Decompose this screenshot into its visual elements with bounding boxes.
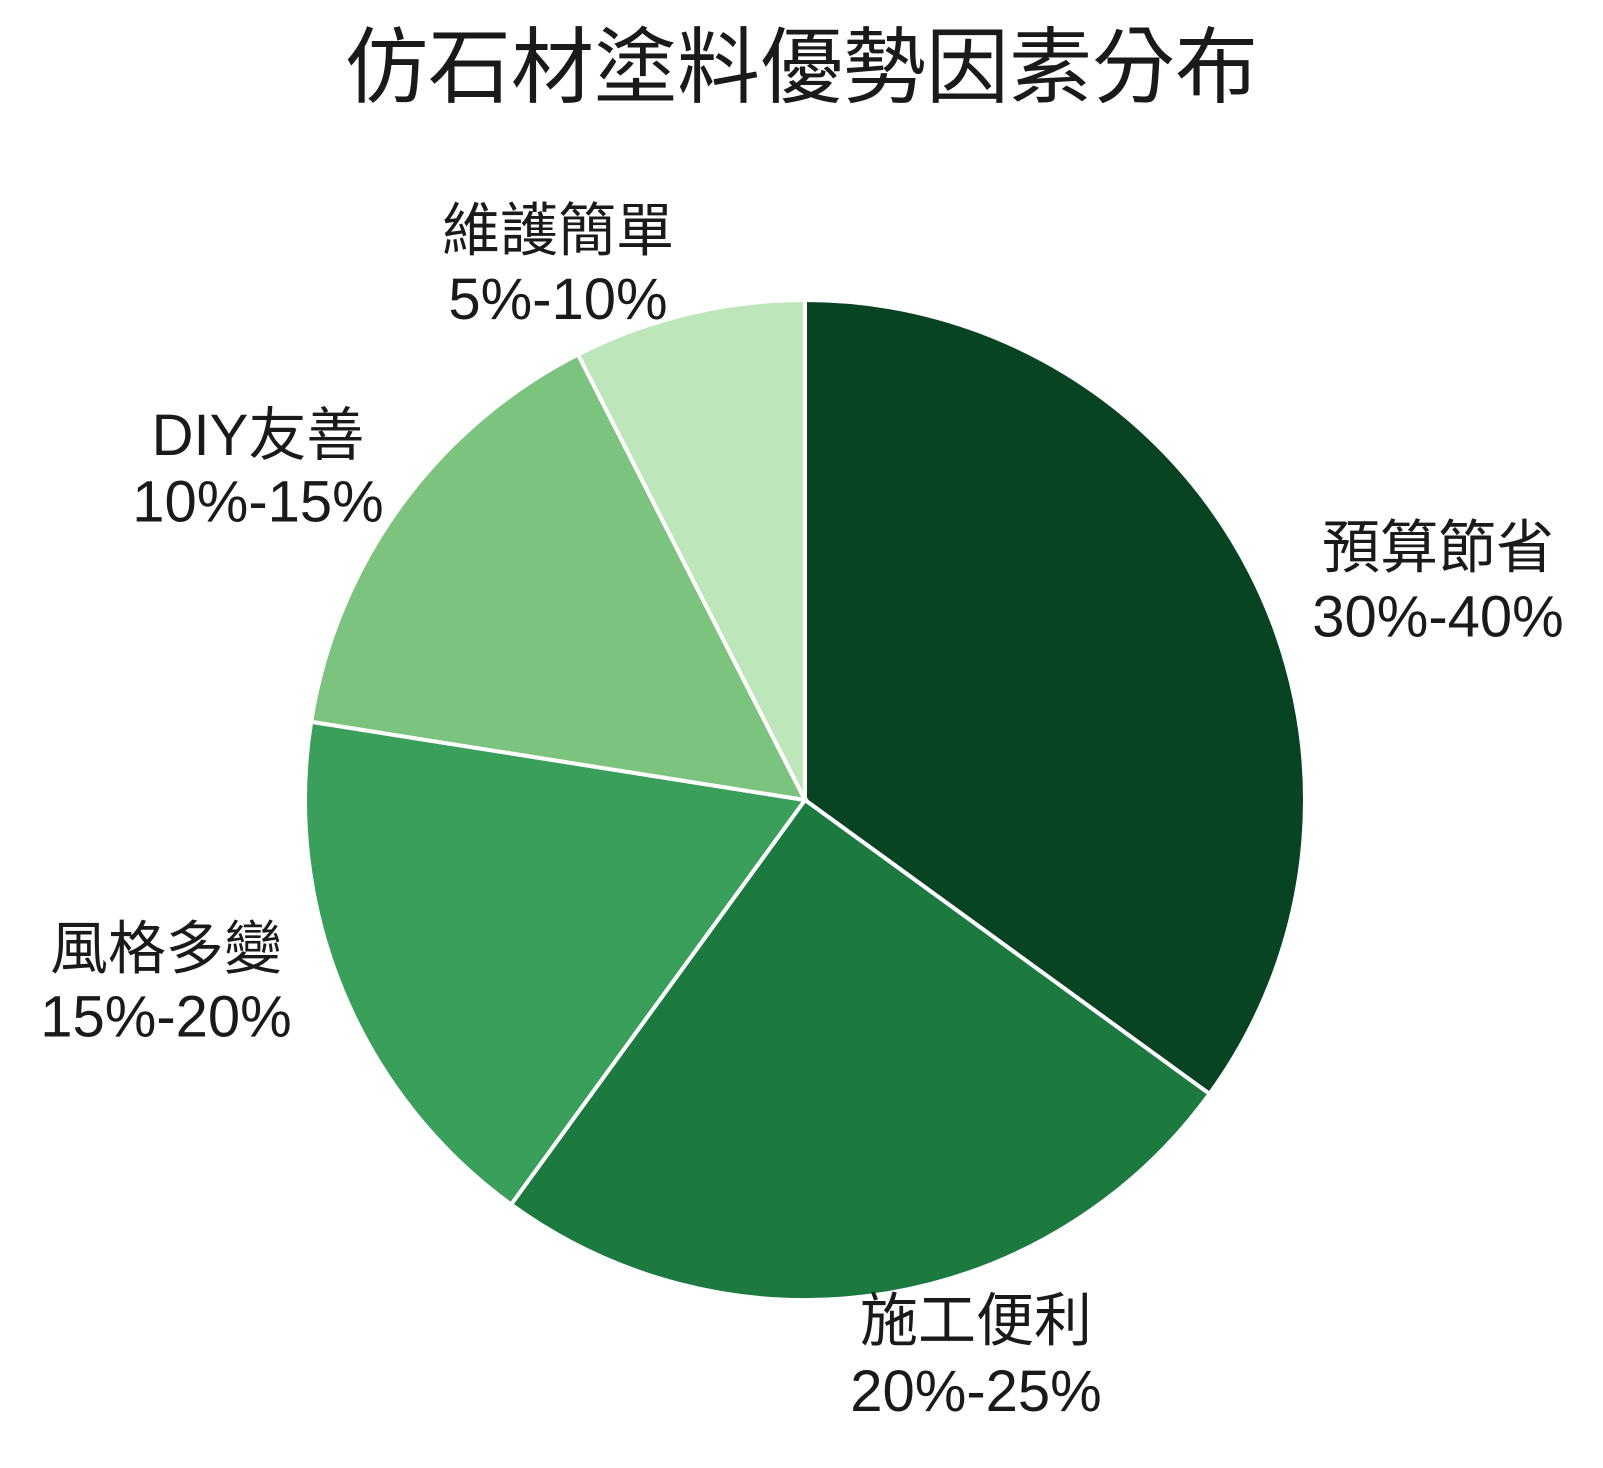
svg-text:20%-25%: 20%-25% <box>850 1359 1101 1424</box>
svg-text:施工便利: 施工便利 <box>860 1288 1092 1353</box>
svg-text:預算節省: 預算節省 <box>1322 515 1554 580</box>
svg-text:5%-10%: 5%-10% <box>448 267 667 332</box>
svg-text:DIY友善: DIY友善 <box>152 403 365 468</box>
svg-text:風格多變: 風格多變 <box>50 917 282 982</box>
svg-text:15%-20%: 15%-20% <box>40 985 291 1050</box>
svg-text:30%-40%: 30%-40% <box>1312 585 1563 650</box>
svg-text:維護簡單: 維護簡單 <box>442 199 674 264</box>
svg-text:10%-15%: 10%-15% <box>132 469 383 534</box>
